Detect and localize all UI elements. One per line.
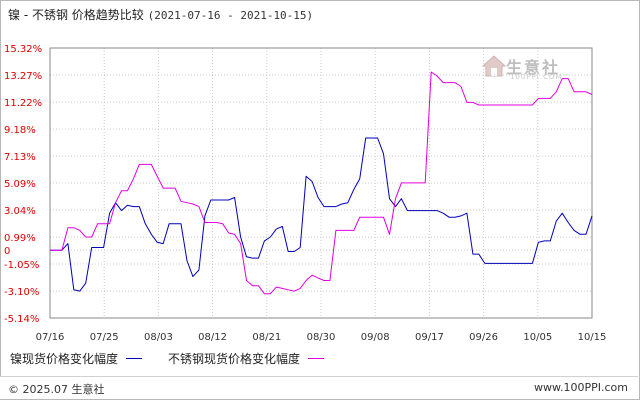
x-tick-label: 09/26 <box>469 332 498 343</box>
chart-title-row: 镍 - 不锈钢 价格趋势比较 (2021-07-16 - 2021-10-15) <box>8 6 313 23</box>
series-lines <box>50 71 593 295</box>
y-tick-label: 9.18% <box>4 125 36 136</box>
footer: © 2025.07 生意社 www.100PPI.com <box>0 376 638 399</box>
watermark-text: 生意社 <box>506 58 561 77</box>
series-line-nickel <box>50 137 593 292</box>
y-tick-label: 13.27% <box>4 71 42 82</box>
legend-item-nickel: 镍现货价格变化幅度 <box>10 350 143 367</box>
plot-area <box>49 47 593 319</box>
legend-label-nickel: 镍现货价格变化幅度 <box>10 352 119 366</box>
legend: 镍现货价格变化幅度 不锈钢现货价格变化幅度 <box>10 350 350 367</box>
series-line-stainless <box>50 71 593 295</box>
x-axis: 07/16 07/25 08/03 08/12 08/21 08/30 09/08 09/17… <box>36 332 607 343</box>
y-tick-label: 0.99% <box>4 233 36 244</box>
x-tick-label: 10/15 <box>578 332 607 343</box>
legend-swatch-nickel <box>126 358 143 359</box>
y-axis: 15.32% 13.27% 11.22% 9.18% 7.13% 5.09% 3.04% 0.… <box>4 44 42 325</box>
x-tick-label: 07/16 <box>36 332 65 343</box>
y-tick-label: 15.32% <box>4 44 42 55</box>
legend-item-stainless: 不锈钢现货价格变化幅度 <box>168 350 325 367</box>
y-tick-label: 0 <box>4 246 10 257</box>
footer-copyright: © 2025.07 生意社 <box>8 383 105 396</box>
x-tick-label: 10/05 <box>523 332 552 343</box>
watermark-subtext: 100PPI.COM <box>510 73 563 81</box>
x-tick-label: 08/21 <box>252 332 281 343</box>
y-tick-label: 11.22% <box>4 98 42 109</box>
x-tick-label: 09/17 <box>415 332 444 343</box>
y-tick-label: 7.13% <box>4 152 36 163</box>
legend-swatch-stainless <box>308 358 325 359</box>
y-tick-label: 5.09% <box>4 179 36 190</box>
x-tick-label: 08/30 <box>307 332 336 343</box>
x-tick-label: 07/25 <box>90 332 119 343</box>
line-chart: 15.32% 13.27% 11.22% 9.18% 7.13% 5.09% 3.04% 0.… <box>4 44 607 343</box>
y-tick-label: -3.10% <box>4 287 39 298</box>
chart-title: 镍 - 不锈钢 价格趋势比较 <box>8 8 144 22</box>
legend-label-stainless: 不锈钢现货价格变化幅度 <box>168 352 301 366</box>
chart-date-range: (2021-07-16 - 2021-10-15) <box>147 9 314 22</box>
x-tick-label: 08/03 <box>144 332 173 343</box>
x-tick-label: 09/08 <box>361 332 390 343</box>
y-tick-label: -5.14% <box>4 314 39 325</box>
y-tick-label: 3.04% <box>4 206 36 217</box>
x-tick-label: 08/12 <box>198 332 227 343</box>
y-tick-label: -1.05% <box>4 260 39 271</box>
footer-site-link[interactable]: www.100PPI.com <box>534 381 628 394</box>
